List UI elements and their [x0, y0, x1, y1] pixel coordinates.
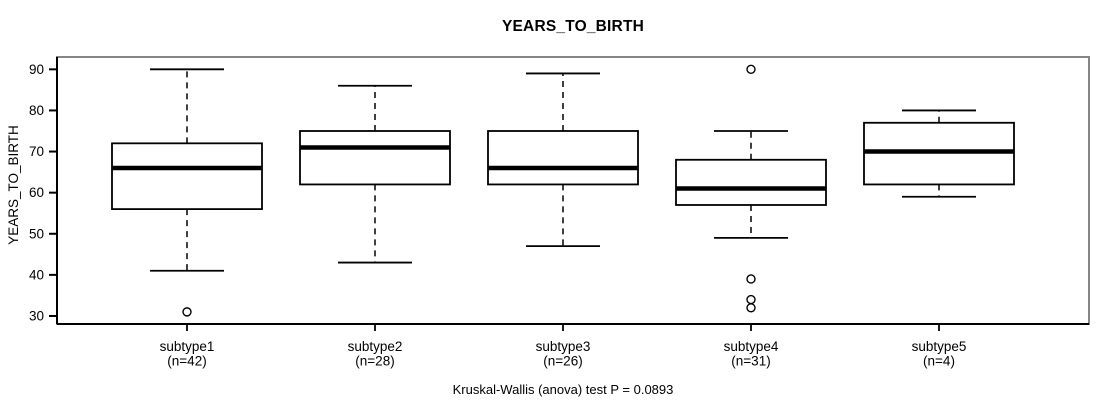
iqr-box-subtype4 — [675, 158, 827, 206]
x-tick-label: subtype3 — [536, 339, 591, 354]
y-tick-label: 70 — [29, 144, 44, 159]
outlier-point — [746, 274, 756, 284]
iqr-box-subtype3 — [487, 130, 639, 186]
y-tick-label: 90 — [29, 62, 44, 77]
x-tick-label: subtype4 — [724, 339, 779, 354]
y-tick-label: 60 — [29, 185, 44, 200]
outlier-point — [746, 294, 756, 305]
iqr-box-subtype1 — [111, 142, 263, 211]
y-tick-label: 40 — [29, 267, 44, 282]
x-tick-label: subtype5 — [912, 339, 967, 354]
iqr-box-subtype2 — [299, 130, 451, 186]
x-tick-sublabel: (n=4) — [923, 354, 955, 369]
outlier-point — [182, 307, 192, 317]
chart-title: YEARS_TO_BIRTH — [501, 18, 645, 35]
x-tick-sublabel: (n=42) — [167, 354, 206, 369]
outlier-point — [746, 303, 756, 313]
x-tick-sublabel: (n=28) — [355, 354, 394, 369]
outlier-point — [746, 64, 756, 75]
x-tick-label: subtype2 — [348, 339, 403, 354]
stat-test-caption: Kruskal-Wallis (anova) test P = 0.0893 — [452, 382, 674, 397]
x-tick-sublabel: (n=31) — [731, 354, 770, 369]
y-tick-label: 50 — [29, 226, 44, 241]
x-tick-sublabel: (n=26) — [543, 354, 582, 369]
y-tick-label: 30 — [29, 308, 44, 323]
y-tick-label: 80 — [29, 103, 44, 118]
x-tick-label: subtype1 — [160, 339, 215, 354]
